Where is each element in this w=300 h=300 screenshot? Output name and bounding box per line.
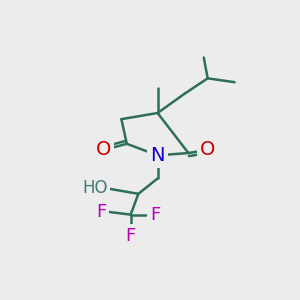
Text: F: F bbox=[96, 202, 106, 220]
Text: F: F bbox=[150, 206, 160, 224]
Text: N: N bbox=[150, 146, 165, 165]
Text: O: O bbox=[96, 140, 111, 160]
Text: O: O bbox=[200, 140, 215, 160]
Text: HO: HO bbox=[82, 179, 108, 197]
Text: F: F bbox=[125, 227, 136, 245]
